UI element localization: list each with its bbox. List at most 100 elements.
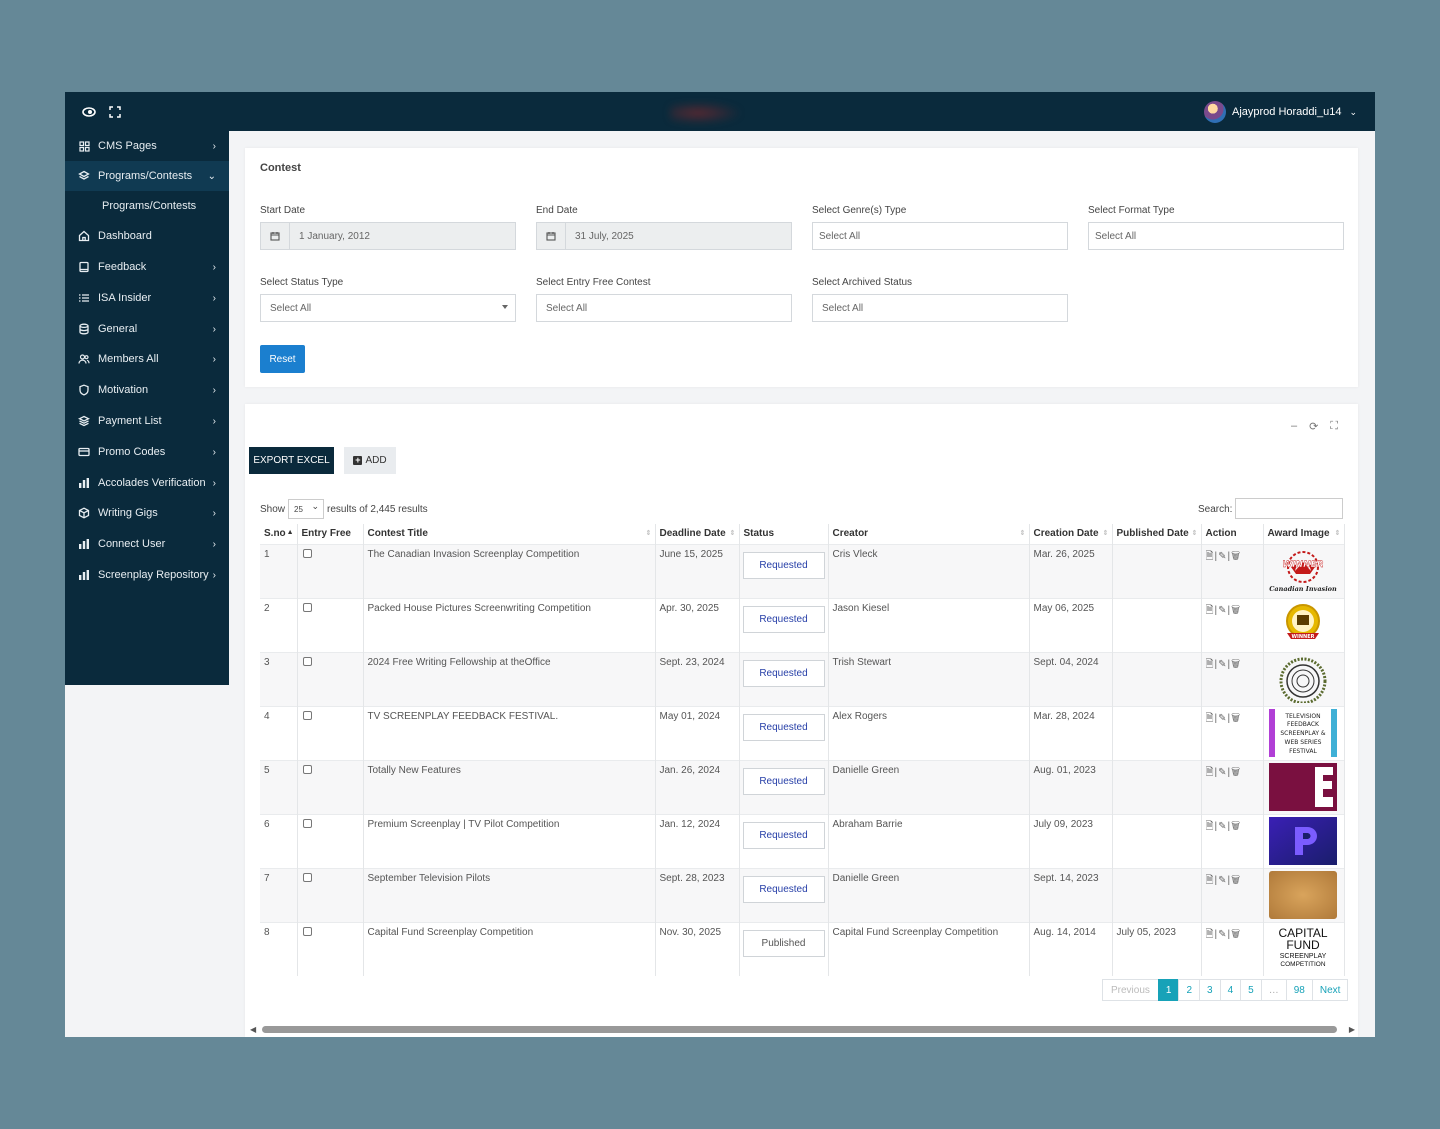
deadline-cell: June 15, 2025 — [655, 543, 740, 598]
view-icon[interactable]: 🗎 — [1205, 550, 1215, 562]
view-icon[interactable]: 🗎 — [1205, 820, 1215, 832]
edit-icon[interactable]: ✎ — [1218, 928, 1228, 940]
status-button[interactable]: Requested — [742, 713, 825, 741]
status-button[interactable]: Requested — [742, 875, 825, 903]
page-size-select[interactable]: 25 — [288, 499, 325, 519]
delete-icon[interactable]: 🗑 — [1231, 712, 1242, 724]
edit-icon[interactable]: ✎ — [1218, 874, 1228, 886]
card-tools: – ⟳ ⛶ — [1291, 420, 1338, 433]
entry-free-checkbox[interactable] — [302, 548, 312, 558]
expand-icon[interactable]: ⛶ — [1330, 420, 1338, 432]
status-type-select[interactable]: Select All — [260, 294, 516, 322]
entry-free-checkbox[interactable] — [302, 872, 312, 882]
edit-icon[interactable]: ✎ — [1218, 712, 1228, 724]
chevron-right-icon: › — [212, 415, 216, 427]
genre-select[interactable]: Select All — [812, 222, 1068, 250]
sidebar-item-writing-gigs[interactable]: Writing Gigs › — [65, 498, 229, 528]
add-button[interactable]: + ADD — [344, 447, 396, 474]
view-icon[interactable]: 🗎 — [1205, 928, 1215, 940]
sidebar-item-payment-list[interactable]: Payment List › — [65, 406, 229, 436]
status-button[interactable]: Requested — [742, 605, 825, 633]
horizontal-scrollbar[interactable]: ◀ ▶ — [250, 1024, 1355, 1034]
status-button[interactable]: Requested — [742, 821, 825, 849]
column-header-published-date[interactable]: Published Date ⇕ — [1112, 524, 1202, 544]
pagination-page[interactable]: 4 — [1219, 979, 1242, 1001]
entry-free-checkbox[interactable] — [302, 764, 312, 774]
pagination-page[interactable]: 98 — [1285, 979, 1313, 1001]
award-image-cell: CAPITAL FUND SCREENPLAY COMPETITION — [1263, 921, 1345, 976]
sidebar-item-promo-codes[interactable]: Promo Codes › — [65, 437, 229, 467]
entry-free-checkbox[interactable] — [302, 926, 312, 936]
entry-free-cell — [297, 543, 364, 598]
column-header-sno[interactable]: S.no ▲ — [260, 524, 298, 544]
pagination-page[interactable]: 1 — [1157, 979, 1180, 1001]
column-header-status[interactable]: Status — [739, 524, 829, 544]
sidebar-item-isa-insider[interactable]: ISA Insider › — [65, 283, 229, 313]
sidebar-subitem-programs-contests[interactable]: Programs/Contests — [65, 191, 229, 221]
sidebar-item-dashboard[interactable]: Dashboard — [65, 221, 229, 251]
delete-icon[interactable]: 🗑 — [1231, 550, 1242, 562]
end-date-field[interactable]: 31 July, 2025 — [536, 222, 792, 250]
sidebar-item-motivation[interactable]: Motivation › — [65, 375, 229, 405]
search-input[interactable] — [1235, 498, 1343, 519]
fullscreen-icon[interactable] — [107, 104, 123, 120]
view-icon[interactable]: 🗎 — [1205, 874, 1215, 886]
entry-free-checkbox[interactable] — [302, 602, 312, 612]
sidebar-item-cms-pages[interactable]: CMS Pages › — [65, 131, 229, 161]
scrollbar-thumb[interactable] — [262, 1026, 1337, 1033]
contest-table-card: – ⟳ ⛶ EXPORT EXCEL + ADD Show 25 results… — [245, 404, 1358, 1037]
archived-select[interactable]: Select All — [812, 294, 1068, 322]
edit-icon[interactable]: ✎ — [1218, 766, 1228, 778]
edit-icon[interactable]: ✎ — [1218, 658, 1228, 670]
delete-icon[interactable]: 🗑 — [1231, 928, 1242, 940]
edit-icon[interactable]: ✎ — [1218, 820, 1228, 832]
entry-free-checkbox[interactable] — [302, 710, 312, 720]
column-header-entry-free[interactable]: Entry Free — [297, 524, 364, 544]
pagination-previous[interactable]: Previous — [1102, 979, 1159, 1001]
view-icon[interactable]: 🗎 — [1205, 658, 1215, 670]
delete-icon[interactable]: 🗑 — [1231, 658, 1242, 670]
pagination-page[interactable]: 3 — [1199, 979, 1221, 1001]
sidebar-item-general[interactable]: General › — [65, 314, 229, 344]
pagination-page[interactable]: 5 — [1240, 979, 1262, 1001]
pagination-next[interactable]: Next — [1311, 979, 1349, 1001]
column-header-deadline-date[interactable]: Deadline Date ⇕ — [655, 524, 740, 544]
delete-icon[interactable]: 🗑 — [1231, 604, 1242, 616]
format-select[interactable]: Select All — [1088, 222, 1344, 250]
column-header-creation-date[interactable]: Creation Date ⇕ — [1029, 524, 1113, 544]
column-header-award-image[interactable]: Award Image ⇕ — [1263, 524, 1345, 544]
sidebar-item-members-all[interactable]: Members All › — [65, 344, 229, 374]
view-icon[interactable]: 🗎 — [1205, 604, 1215, 616]
delete-icon[interactable]: 🗑 — [1231, 874, 1242, 886]
entry-free-select[interactable]: Select All — [536, 294, 792, 322]
eye-toggle-icon[interactable] — [81, 104, 97, 120]
column-header-creator[interactable]: Creator ⇕ — [828, 524, 1030, 544]
column-header-contest-title[interactable]: Contest Title ⇕ — [363, 524, 656, 544]
delete-icon[interactable]: 🗑 — [1231, 820, 1242, 832]
entry-free-checkbox[interactable] — [302, 818, 312, 828]
scroll-right-icon[interactable]: ▶ — [1348, 1025, 1355, 1034]
view-icon[interactable]: 🗎 — [1205, 712, 1215, 724]
user-menu[interactable]: Ajayprod Horaddi_u14 ⌄ — [1203, 101, 1357, 123]
reset-button[interactable]: Reset — [260, 345, 305, 373]
edit-icon[interactable]: ✎ — [1218, 550, 1228, 562]
scroll-left-icon[interactable]: ◀ — [250, 1025, 257, 1034]
edit-icon[interactable]: ✎ — [1218, 604, 1228, 616]
status-button[interactable]: Requested — [742, 767, 825, 795]
export-excel-button[interactable]: EXPORT EXCEL — [249, 447, 334, 474]
minimize-icon[interactable]: – — [1290, 420, 1298, 432]
status-button[interactable]: Requested — [742, 551, 825, 579]
entry-free-checkbox[interactable] — [302, 656, 312, 666]
view-icon[interactable]: 🗎 — [1205, 766, 1215, 778]
status-button[interactable]: Requested — [742, 659, 825, 687]
status-button[interactable]: Published — [742, 929, 825, 957]
pagination-page[interactable]: 2 — [1178, 979, 1201, 1001]
start-date-field[interactable]: 1 January, 2012 — [260, 222, 516, 250]
sidebar-item-accolades-verification[interactable]: Accolades Verification › — [65, 468, 229, 498]
delete-icon[interactable]: 🗑 — [1231, 766, 1242, 778]
sidebar-item-programs-contests[interactable]: Programs/Contests ⌄ — [65, 161, 229, 191]
sidebar-item-connect-user[interactable]: Connect User › — [65, 529, 229, 559]
sidebar-item-screenplay-repository[interactable]: Screenplay Repository › — [65, 560, 229, 590]
refresh-icon[interactable]: ⟳ — [1309, 421, 1319, 433]
sidebar-item-feedback[interactable]: Feedback › — [65, 252, 229, 282]
